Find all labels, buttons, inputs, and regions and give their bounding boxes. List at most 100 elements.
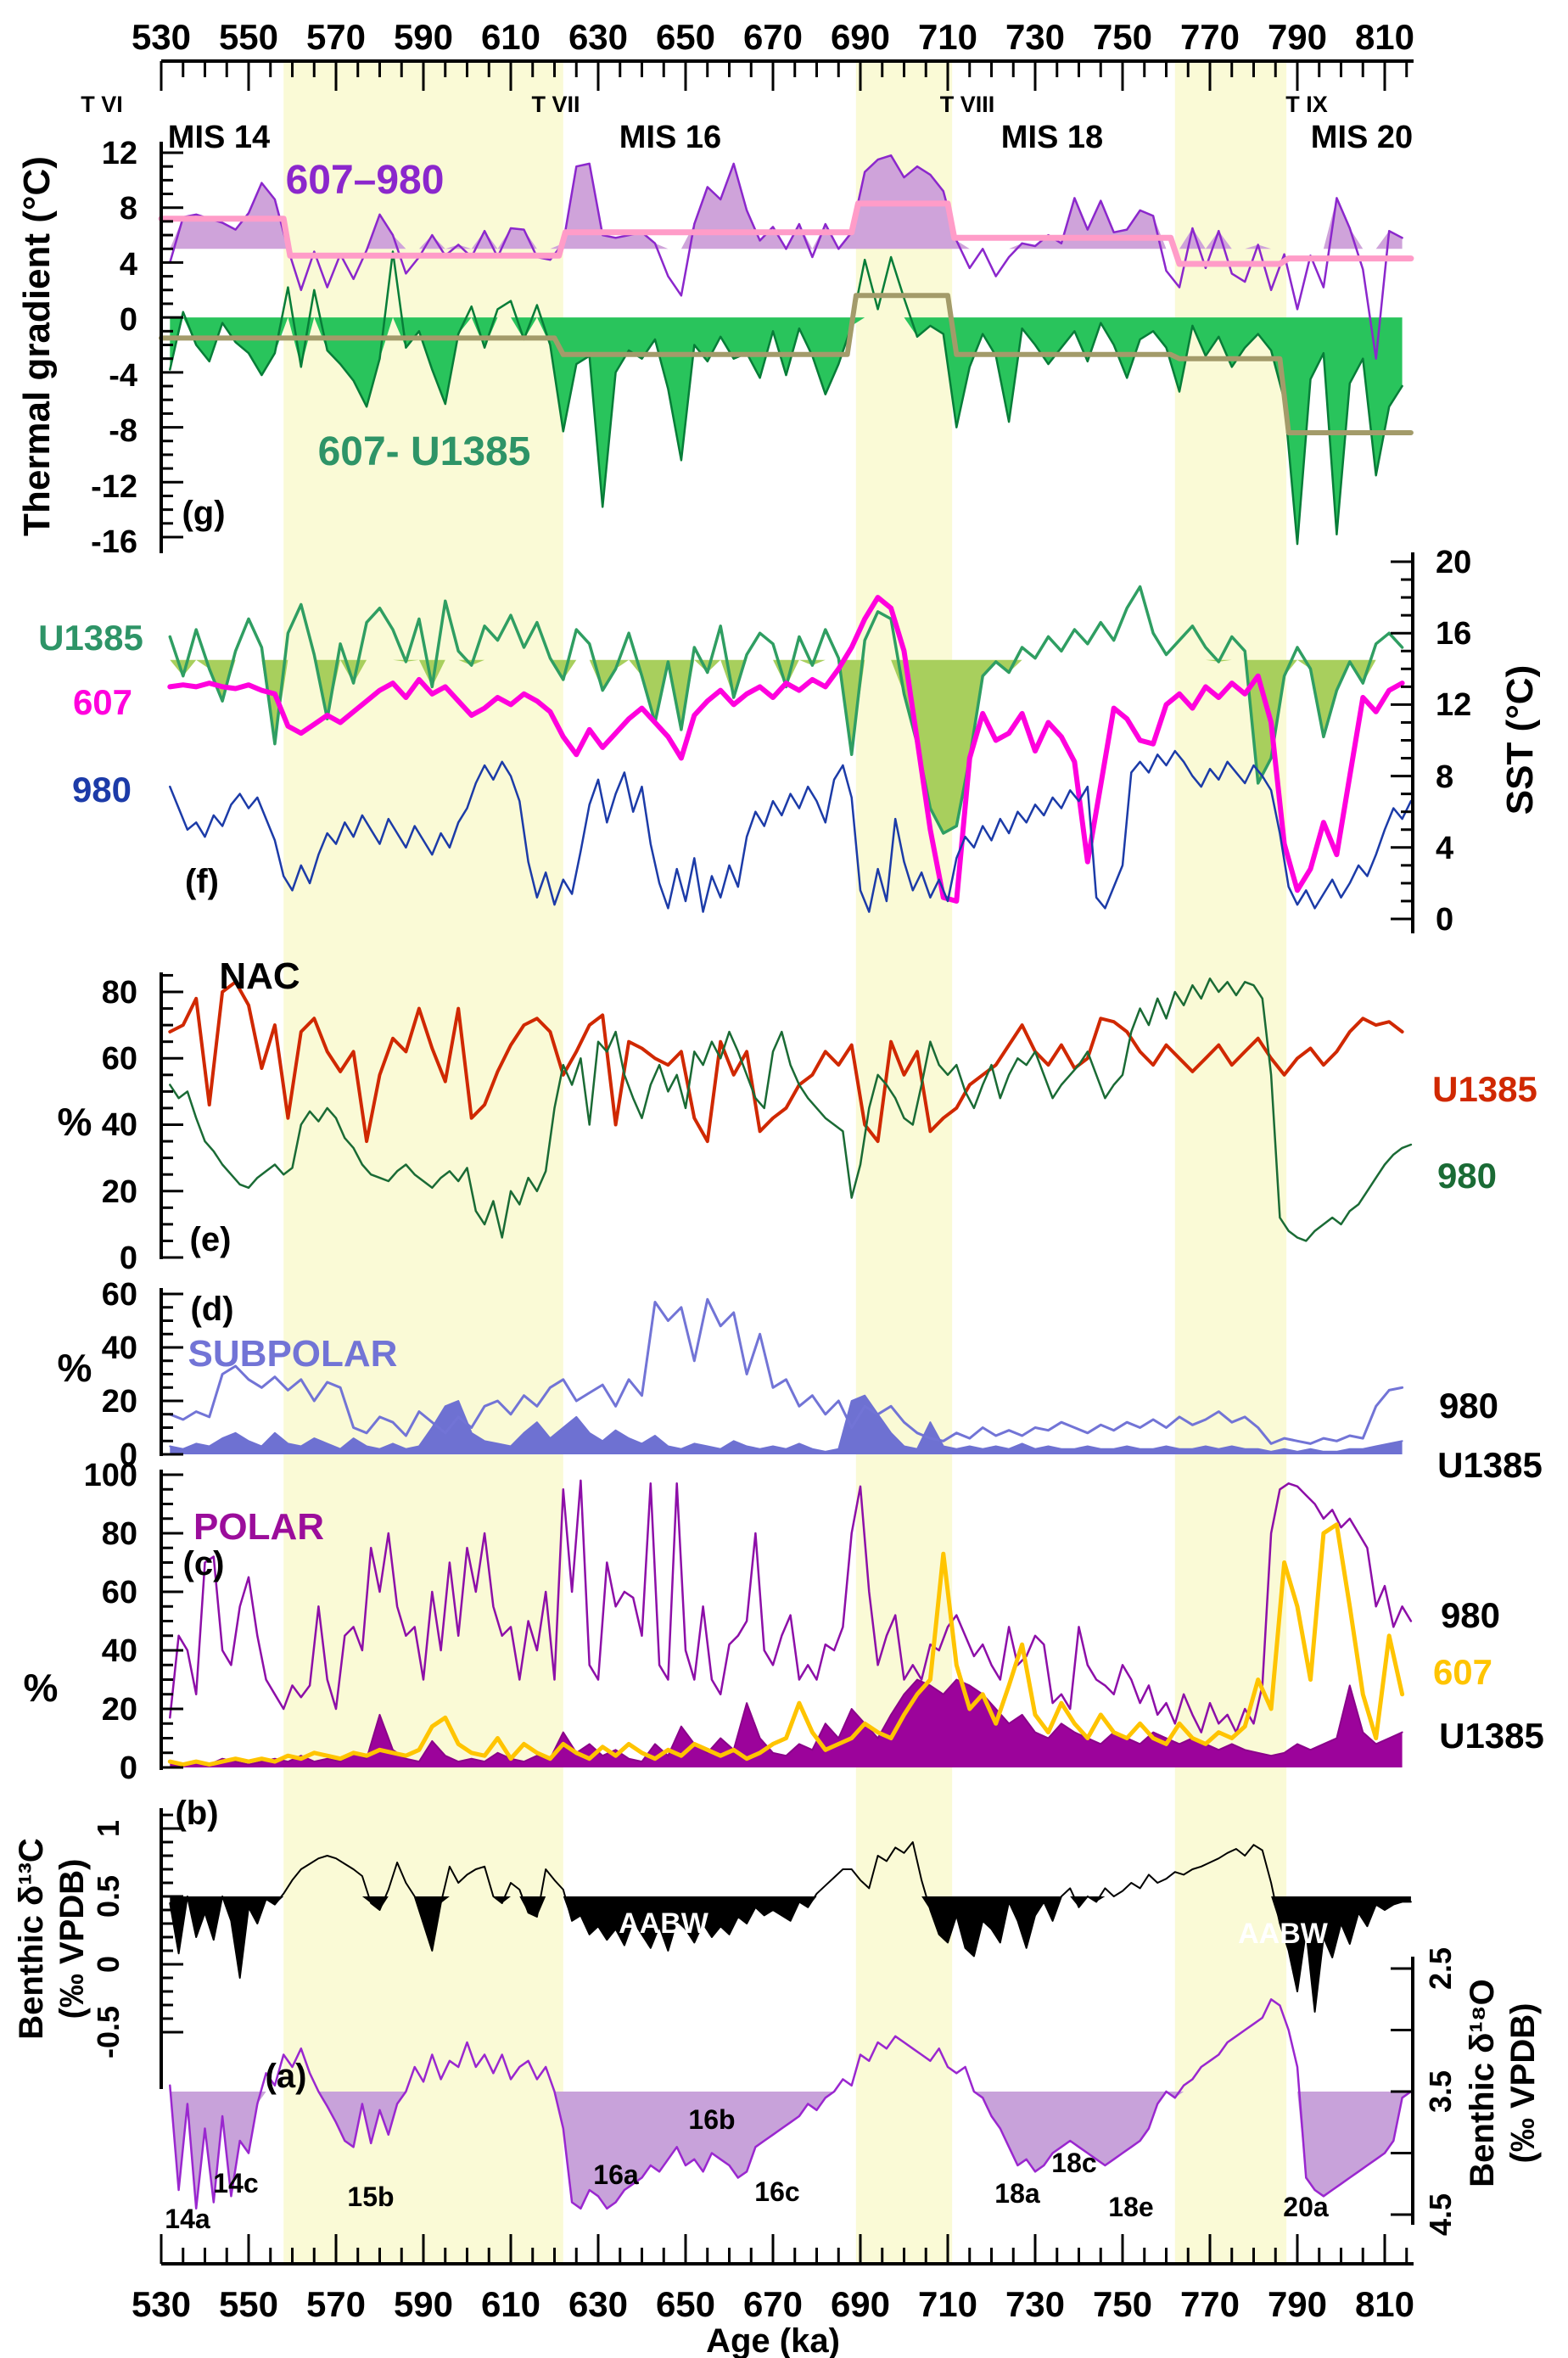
- axis-f: [1391, 552, 1414, 933]
- series-a-d18o-line: [169, 1998, 1413, 2210]
- a-tick-35: 3.5: [1423, 2070, 1458, 2113]
- series-e-nac-980-line: [169, 977, 1413, 1242]
- g-tick-4: 4: [120, 247, 137, 283]
- b-aabw-1: AABW: [619, 1907, 709, 1940]
- b-tick-0: 0: [91, 1956, 126, 1973]
- f-label-u1385: U1385: [38, 618, 143, 658]
- series-f-sst-u1385-fill: [170, 659, 1403, 833]
- bottom-tick-810: 810: [1355, 2284, 1414, 2324]
- b-aabw-2: AABW: [1238, 1918, 1329, 1950]
- b-tick-m05: -0.5: [91, 2006, 126, 2058]
- series-c-polar-u1385-fill: [170, 1679, 1403, 1767]
- stage-16a: 16a: [593, 2159, 639, 2190]
- e-label-u1385: U1385: [1432, 1069, 1537, 1109]
- top-tick-690: 690: [831, 17, 890, 57]
- c-tick-60: 60: [102, 1575, 137, 1610]
- stage-18a: 18a: [994, 2178, 1040, 2209]
- a-tick-45: 4.5: [1423, 2193, 1458, 2236]
- panel-letter-c: (c): [183, 1545, 225, 1582]
- g-curve-label-607-980: 607–980: [286, 158, 445, 203]
- f-tick-12: 12: [1436, 687, 1471, 723]
- bottom-tick-590: 590: [394, 2284, 453, 2324]
- termination-8: T VIII: [940, 92, 995, 117]
- series-c-polar-980-line: [169, 1479, 1413, 1733]
- b-axis-title-1: Benthic δ¹³C: [13, 1838, 50, 2040]
- bottom-tick-530: 530: [132, 2284, 191, 2324]
- series-d-subpolar-980-line: [168, 1297, 1404, 1445]
- band-mis19: [1174, 61, 1287, 2264]
- axis-c: [160, 1470, 183, 1770]
- mis-20: MIS 20: [1311, 120, 1413, 155]
- g-axis-title: Thermal gradient (°C): [16, 156, 58, 536]
- series-g-step-607-980-line: [158, 200, 1414, 267]
- f-tick-4: 4: [1436, 831, 1453, 866]
- bottom-axis: [160, 2234, 1414, 2266]
- g-tick-8: 8: [120, 191, 137, 227]
- axis-a: [1391, 1957, 1414, 2225]
- bottom-tick-730: 730: [1005, 2284, 1065, 2324]
- top-tick-790: 790: [1268, 17, 1327, 57]
- top-tick-610: 610: [481, 17, 540, 57]
- c-tick-80: 80: [102, 1516, 137, 1552]
- c-label-607: 607: [1433, 1652, 1492, 1692]
- termination-6: T VI: [81, 92, 123, 117]
- bottom-tick-710: 710: [918, 2284, 977, 2324]
- series-a-d18o-fill: [170, 2092, 1411, 2209]
- termination-7: T VII: [531, 92, 580, 117]
- top-tick-730: 730: [1005, 17, 1065, 57]
- d-title-subpolar: SUBPOLAR: [188, 1333, 398, 1375]
- series-g-607-u1385-fill: [170, 317, 1403, 545]
- axis-g: [160, 142, 183, 553]
- bottom-tick-750: 750: [1093, 2284, 1152, 2324]
- series-g-607-980-line: [169, 154, 1403, 360]
- series-g-step-607-u1385-line: [159, 293, 1414, 435]
- top-tick-770: 770: [1180, 17, 1240, 57]
- series-f-sst-607-line: [167, 595, 1405, 904]
- a-tick-25: 2.5: [1423, 1947, 1458, 1990]
- stage-18e: 18e: [1108, 2192, 1153, 2222]
- mis-16: MIS 16: [619, 120, 721, 155]
- a-axis-title-2: (‰ VPDB): [1504, 2003, 1542, 2164]
- series-f-sst-980-line: [169, 749, 1413, 913]
- g-tick-m12: -12: [91, 469, 137, 505]
- c-percent: %: [24, 1666, 59, 1710]
- panel-letter-d: (d): [190, 1291, 233, 1328]
- top-tick-550: 550: [219, 17, 278, 57]
- top-tick-650: 650: [656, 17, 715, 57]
- top-tick-710: 710: [918, 17, 977, 57]
- series-b-d13c-line: [169, 1841, 1412, 2013]
- axis-b: [160, 1808, 183, 2089]
- f-label-980: 980: [72, 770, 132, 809]
- bottom-tick-670: 670: [743, 2284, 803, 2324]
- b-tick-1: 1: [91, 1820, 126, 1837]
- f-tick-20: 20: [1436, 545, 1471, 580]
- bottom-tick-550: 550: [219, 2284, 278, 2324]
- stage-16c: 16c: [754, 2176, 799, 2207]
- d-label-u1385: U1385: [1437, 1445, 1543, 1485]
- e-tick-20: 20: [102, 1174, 137, 1210]
- series-d-subpolar-u1385-fill: [170, 1395, 1403, 1454]
- g-tick-12: 12: [102, 136, 137, 171]
- c-tick-100: 100: [84, 1458, 137, 1493]
- series-e-nac-u1385-line: [168, 980, 1404, 1144]
- d-tick-20: 20: [102, 1384, 137, 1420]
- d-label-980: 980: [1439, 1386, 1498, 1425]
- top-tick-590: 590: [394, 17, 453, 57]
- e-tick-0: 0: [120, 1241, 137, 1276]
- series-g-607-u1385-line: [169, 250, 1403, 546]
- e-tick-80: 80: [102, 975, 137, 1011]
- bottom-tick-690: 690: [831, 2284, 890, 2324]
- top-tick-530: 530: [132, 17, 191, 57]
- f-axis-title: SST (°C): [1499, 665, 1541, 815]
- top-axis: [160, 59, 1414, 91]
- g-tick-m4: -4: [109, 358, 137, 394]
- c-tick-0: 0: [120, 1750, 137, 1786]
- d-tick-40: 40: [102, 1330, 137, 1366]
- c-label-980: 980: [1441, 1595, 1500, 1635]
- band-mis17: [855, 61, 953, 2264]
- stage-14a: 14a: [165, 2204, 210, 2234]
- bottom-tick-630: 630: [568, 2284, 628, 2324]
- e-tick-40: 40: [102, 1107, 137, 1143]
- bottom-tick-650: 650: [656, 2284, 715, 2324]
- f-tick-16: 16: [1436, 616, 1471, 652]
